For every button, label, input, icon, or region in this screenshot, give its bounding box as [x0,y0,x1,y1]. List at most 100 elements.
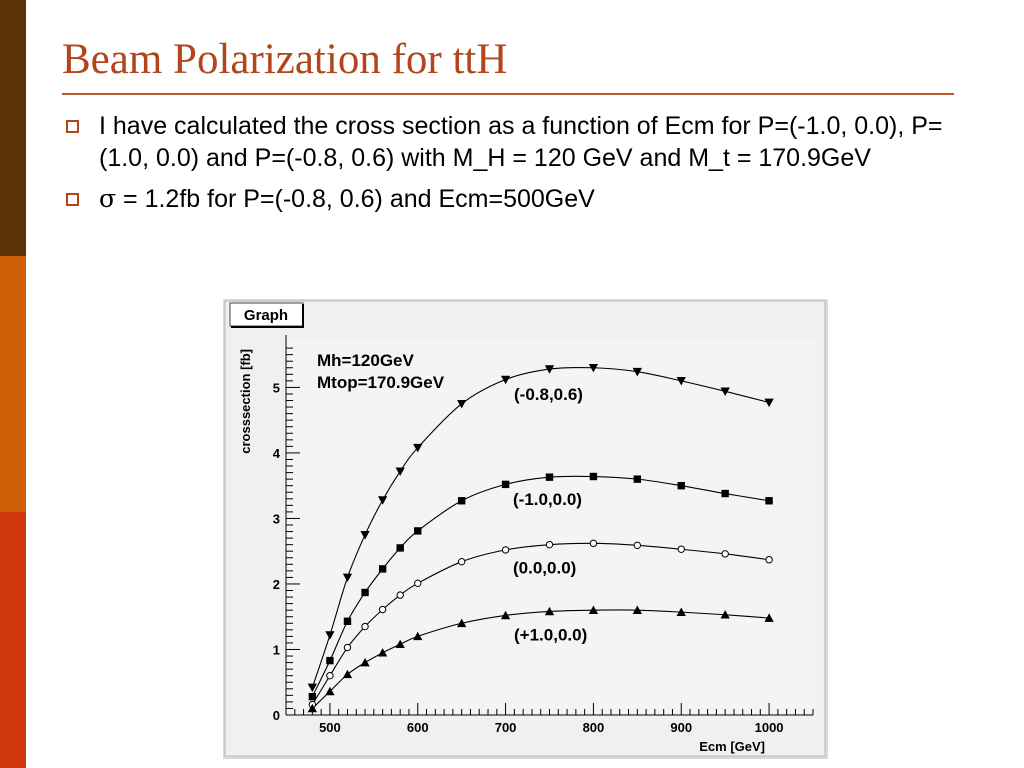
up-triangle-marker [377,648,388,657]
square-marker [721,489,729,498]
plot-area [285,339,815,715]
up-triangle-marker [360,657,370,667]
up-triangle-marker [500,610,511,620]
square-marker [765,497,773,505]
down-triangle-marker [544,365,555,374]
square-marker [326,656,334,665]
bullet-text: = 1.2fb for P=(-0.8, 0.6) and Ecm=500GeV [116,185,595,213]
bullet-square-icon [66,120,79,133]
square-marker [378,565,387,573]
cross-section-chart: Graph 500 600 700 800 900 1000 0 1 2 3 4 5 (-0.8,0.… [223,299,828,759]
up-triangle-marker [720,610,730,619]
square-marker [589,472,598,481]
square-marker [457,497,466,505]
down-triangle-marker [325,631,335,640]
annotation-mh: Mh=120GeV [317,351,415,370]
up-triangle-marker [676,607,686,616]
open-circle-marker [545,540,554,549]
square-marker [396,544,404,552]
bullet-text: I have calculated the cross section as a… [99,112,943,172]
x-tick-label: 800 [583,720,605,735]
open-circle-marker [501,546,510,554]
square-marker [545,473,554,481]
bullet-item: I have calculated the cross section as a… [62,110,962,174]
open-circle-marker [361,622,369,631]
x-tick-label: 700 [495,720,517,735]
up-triangle-marker [413,631,423,641]
sidebar-band-top [0,0,26,256]
open-circle-marker [633,541,642,550]
square-marker [677,481,685,490]
sigma-symbol: σ [99,184,117,213]
open-circle-marker [721,550,729,558]
x-tick-label: 1000 [755,720,784,735]
series-markers [307,363,774,713]
open-circle-marker [589,539,598,548]
series-labels: (-0.8,0.6) (-1.0,0.0) (0.0,0.0) (+1.0,0.0) [513,385,587,644]
down-triangle-marker [395,467,405,476]
down-triangle-marker [500,375,511,385]
up-triangle-marker [457,618,467,628]
bullet-square-icon [66,193,79,206]
x-axis-title: Ecm [GeV] [699,739,765,754]
open-circle-marker [378,605,387,614]
open-circle-marker [765,556,773,564]
up-triangle-marker [307,703,317,713]
y-tick-label: 1 [273,642,280,657]
bullet-list: I have calculated the cross section as a… [62,110,962,215]
series-label: (+1.0,0.0) [514,625,587,644]
title-divider [62,93,954,95]
annotation-mtop: Mtop=170.9GeV [317,373,445,392]
down-triangle-marker [457,399,467,409]
down-triangle-marker [307,683,317,693]
open-circle-marker [343,643,352,652]
down-triangle-marker [676,377,686,386]
open-circle-marker [414,579,422,588]
up-triangle-marker [544,606,555,616]
down-triangle-marker [720,387,730,396]
open-circle-marker [326,671,334,680]
axes: 500 600 700 800 900 1000 0 1 2 3 4 5 [273,335,814,735]
y-tick-label: 0 [273,708,280,723]
square-marker [343,617,352,626]
down-triangle-marker [342,573,353,583]
square-marker [308,692,317,701]
series-label: (-1.0,0.0) [513,490,582,509]
up-triangle-marker [632,605,642,614]
y-tick-label: 5 [273,380,280,395]
square-marker [414,527,422,535]
square-marker [361,588,369,597]
square-marker [633,475,642,483]
x-tick-label: 900 [670,720,692,735]
open-circle-marker [677,545,685,553]
up-triangle-marker [325,686,335,696]
down-triangle-marker [413,443,423,453]
slide-title: Beam Polarization for ttH [62,36,508,83]
down-triangle-marker [764,398,774,408]
up-triangle-marker [588,605,599,614]
slide-sidebar [0,0,26,768]
y-tick-label: 4 [273,446,281,461]
y-tick-label: 3 [273,511,280,526]
open-circle-marker [396,591,404,599]
sidebar-band-bottom [0,512,26,768]
up-triangle-marker [395,639,405,649]
series-label: (0.0,0.0) [513,559,576,578]
up-triangle-marker [764,613,774,622]
down-triangle-marker [588,363,599,373]
y-tick-label: 2 [273,577,280,592]
bullet-item: σ = 1.2fb for P=(-0.8, 0.6) and Ecm=500G… [62,183,962,215]
graph-panel: Graph 500 600 700 800 900 1000 0 1 2 3 4 5 (-0.8,0.… [223,299,828,759]
y-axis-title: crosssection [fb] [238,349,253,454]
square-marker [501,480,510,489]
up-triangle-marker [342,669,353,679]
sidebar-band-middle [0,256,26,512]
open-circle-marker [457,557,466,566]
x-tick-label: 500 [319,720,341,735]
series-label: (-0.8,0.6) [514,385,583,404]
graph-tab[interactable]: Graph [229,302,304,328]
down-triangle-marker [360,531,370,540]
down-triangle-marker [632,367,642,377]
graph-tab-label: Graph [244,307,288,324]
x-tick-label: 600 [407,720,429,735]
